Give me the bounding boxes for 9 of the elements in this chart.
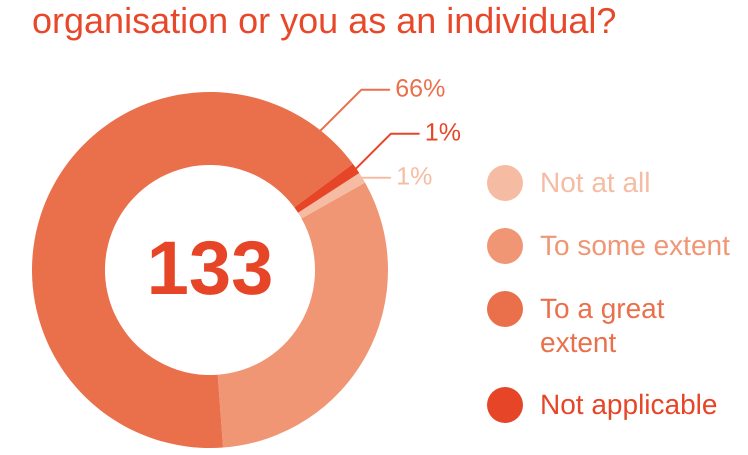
data-label: 66%	[395, 74, 446, 103]
data-label: 1%	[396, 162, 432, 191]
chart-title: organisation or you as an individual?	[32, 0, 616, 42]
legend-label: Not applicable	[540, 388, 718, 422]
legend-label: To some extent	[540, 229, 731, 263]
text: 133	[146, 226, 274, 311]
data-label: 1%	[424, 118, 461, 147]
legend-label: To a great extent	[540, 292, 666, 360]
legend-label: Not at all	[540, 166, 652, 200]
